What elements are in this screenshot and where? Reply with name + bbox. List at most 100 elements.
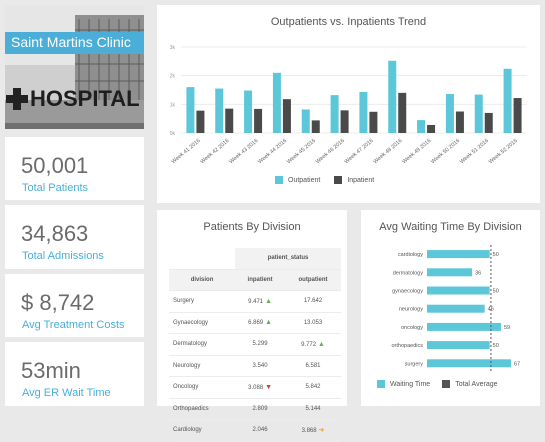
- clinic-name-bar: [5, 32, 144, 54]
- cell-inpatient: 2.046: [235, 419, 286, 442]
- cell-outpatient: 13.053: [285, 312, 341, 334]
- bar-inpatient: [427, 124, 436, 133]
- kpi-total-admissions: 34,863 Total Admissions: [5, 205, 144, 269]
- x-tick-label: Week 45 2016: [286, 138, 317, 165]
- cell-value: 5.299: [252, 341, 268, 348]
- data-label: 59: [504, 325, 510, 331]
- cell-value: 5.842: [305, 384, 321, 391]
- table-header-group-row: patient_status: [169, 248, 341, 270]
- legend-swatch-outpatient: [275, 176, 283, 184]
- legend-label-waiting-time: Waiting Time: [390, 380, 431, 388]
- cell-outpatient: 9.772 ▲: [285, 333, 341, 356]
- kpi-label: Avg Treatment Costs: [22, 319, 125, 331]
- x-tick-label: Week 44 2016: [257, 138, 288, 165]
- category-label: surgery: [405, 361, 424, 367]
- bar-inpatient: [369, 111, 378, 133]
- table-header-group: patient_status: [235, 248, 341, 270]
- arrow-up-icon: ▲: [316, 340, 325, 348]
- x-tick-label: Week 42 2016: [200, 138, 231, 165]
- bar-waiting-time: [427, 359, 511, 368]
- bar-outpatient: [388, 60, 397, 133]
- table-row: Orthopaedics 2.809 5.144: [169, 398, 341, 420]
- bar-inpatient: [196, 110, 205, 133]
- bar-inpatient: [455, 111, 464, 133]
- kpi-value: 50,001: [21, 153, 89, 178]
- cell-division: Surgery: [169, 290, 236, 313]
- arrow-up-icon: ▲: [263, 297, 272, 305]
- division-table: patient_status division inpatient outpat…: [169, 248, 341, 442]
- bar-outpatient: [445, 94, 454, 133]
- legend-label-outpatient: Outpatient: [288, 176, 321, 184]
- table-header-blank: [169, 248, 236, 270]
- kpi-value: 34,863: [21, 221, 89, 246]
- bar-outpatient: [272, 72, 281, 133]
- table-row: Gynaecology 6.869 ▲ 13.053: [169, 312, 341, 334]
- bar-waiting-time: [427, 250, 490, 259]
- arrow-down-icon: ▼: [263, 383, 272, 391]
- bar-inpatient: [311, 120, 320, 133]
- bar-inpatient: [282, 99, 291, 133]
- cell-outpatient: 17.642: [285, 290, 341, 313]
- cell-value: 5.144: [305, 405, 321, 412]
- x-tick-label: Week 48 2016: [373, 138, 404, 165]
- cell-division: Oncology: [169, 376, 236, 399]
- table-row: Neurology 3.540 6.581: [169, 355, 341, 377]
- cell-value: 17.642: [303, 298, 323, 305]
- kpi-label: Total Patients: [22, 182, 89, 194]
- data-label: 50: [493, 289, 499, 295]
- cell-value: 3.868: [301, 428, 317, 435]
- cell-outpatient: 5.144: [285, 398, 341, 420]
- cell-value: 6.581: [305, 362, 321, 369]
- table-row: Cardiology 2.046 3.868 ➜: [169, 419, 341, 442]
- bar-waiting-time: [427, 304, 485, 313]
- cell-outpatient: 6.581: [285, 355, 341, 377]
- table-row: Surgery 9.471 ▲ 17.642: [169, 290, 341, 313]
- cell-inpatient: 5.299: [235, 333, 286, 356]
- category-label: oncology: [401, 325, 423, 331]
- cell-value: 3.088: [248, 384, 264, 391]
- trend-chart-card: Outpatients vs. Inpatients Trend 0k 1k 2k 3…: [157, 5, 540, 203]
- legend-label-inpatient: Inpatient: [347, 176, 375, 184]
- bar-waiting-time: [427, 322, 501, 331]
- kpi-total-patients: 50,001 Total Patients: [5, 137, 144, 200]
- trend-legend: Outpatient Inpatient: [275, 176, 374, 184]
- category-label: neurology: [399, 307, 423, 313]
- y-tick-label: 2k: [170, 74, 176, 80]
- bar-waiting-time: [427, 341, 490, 350]
- bar-outpatient: [330, 95, 339, 133]
- bar-outpatient: [474, 94, 483, 133]
- cell-inpatient: 3.540: [235, 355, 286, 377]
- bar-waiting-time: [427, 268, 473, 277]
- kpi-label: Total Admissions: [22, 250, 104, 262]
- kpi-value: 53min: [21, 358, 81, 383]
- table-header-outpatient: outpatient: [285, 269, 341, 291]
- bar-inpatient: [225, 108, 234, 133]
- cell-division: Orthopaedics: [169, 398, 236, 420]
- y-tick-label: 1k: [170, 102, 176, 108]
- cell-value: 2.809: [252, 405, 268, 412]
- clinic-photo-card: Saint Martins Clinic HOSPITAL: [5, 5, 144, 129]
- clinic-name: Saint Martins Clinic: [11, 34, 131, 50]
- waiting-legend: Waiting Time Total Average: [377, 380, 498, 388]
- bar-outpatient: [186, 87, 195, 133]
- waiting-time-card: Avg Waiting Time By Division cardiology 5…: [361, 210, 540, 406]
- arrow-right-icon: ➜: [316, 427, 325, 435]
- legend-swatch-inpatient: [334, 176, 343, 184]
- division-table-title: Patients By Division: [203, 221, 301, 233]
- trend-chart-title: Outpatients vs. Inpatients Trend: [270, 16, 427, 28]
- cell-inpatient: 6.869 ▲: [235, 312, 286, 334]
- x-tick-label: Week 41 2016: [171, 138, 202, 165]
- cell-outpatient: 5.842: [285, 376, 341, 399]
- cell-value: 3.540: [252, 362, 268, 369]
- cell-division: Dermatology: [169, 333, 236, 356]
- y-tick-label: 0k: [170, 131, 176, 137]
- legend-swatch-total-average: [442, 380, 451, 388]
- cell-value: 6.869: [248, 320, 264, 327]
- x-tick-label: Week 46 2016: [315, 138, 346, 165]
- cell-division: Cardiology: [169, 419, 236, 442]
- hospital-sign-text: HOSPITAL: [30, 86, 140, 111]
- table-header-inpatient: inpatient: [235, 269, 286, 291]
- medical-cross-icon: [6, 88, 28, 110]
- bar-outpatient: [215, 88, 224, 133]
- bar-outpatient: [503, 68, 512, 133]
